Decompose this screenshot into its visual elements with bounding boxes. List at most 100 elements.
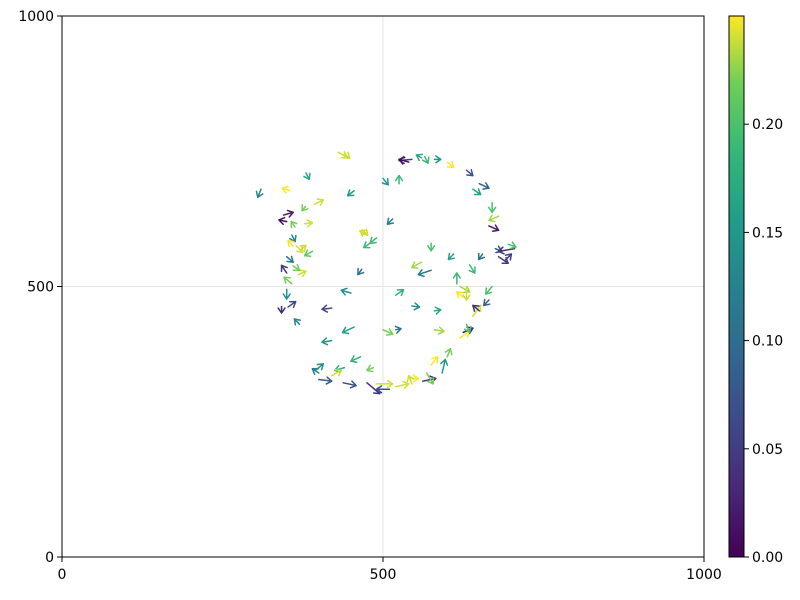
arrow bbox=[488, 214, 500, 223]
arrow bbox=[287, 239, 295, 248]
arrow bbox=[330, 369, 343, 377]
arrow bbox=[280, 264, 288, 274]
arrow bbox=[411, 302, 421, 311]
colorbar-tick-label: 0.20 bbox=[752, 117, 783, 133]
y-tick-label: 1000 bbox=[18, 9, 54, 25]
arrow bbox=[406, 375, 415, 385]
arrow bbox=[463, 323, 472, 334]
arrow bbox=[421, 155, 430, 164]
arrow bbox=[425, 372, 435, 385]
arrow bbox=[472, 304, 481, 312]
arrow bbox=[375, 385, 391, 394]
colorbar-tick-label: 0.15 bbox=[752, 225, 783, 241]
arrow bbox=[472, 304, 482, 318]
arrow bbox=[382, 328, 394, 336]
arrow bbox=[411, 261, 423, 269]
arrow bbox=[433, 306, 442, 315]
arrow bbox=[478, 182, 490, 190]
colorbar: 0.00 0.05 0.10 0.15 0.20 bbox=[728, 15, 783, 566]
arrow bbox=[488, 224, 500, 233]
arrow bbox=[303, 172, 311, 181]
arrow bbox=[375, 379, 394, 389]
arrow bbox=[292, 263, 301, 272]
arrow bbox=[290, 220, 298, 229]
arrow bbox=[283, 276, 293, 285]
arrow bbox=[278, 216, 288, 226]
arrow bbox=[369, 236, 378, 244]
arrow bbox=[444, 347, 453, 358]
arrow bbox=[497, 246, 516, 255]
arrow bbox=[289, 234, 297, 243]
arrow bbox=[359, 229, 369, 237]
arrow bbox=[277, 305, 286, 314]
arrow bbox=[452, 272, 461, 285]
arrow bbox=[318, 376, 333, 385]
arrow bbox=[341, 326, 355, 335]
arrow bbox=[477, 252, 486, 261]
arrow bbox=[488, 201, 497, 214]
arrow bbox=[366, 364, 375, 373]
x-tick-label: 1000 bbox=[686, 567, 722, 583]
arrow bbox=[394, 325, 402, 334]
y-tick-label: 0 bbox=[45, 550, 54, 566]
arrow bbox=[340, 287, 352, 296]
arrow bbox=[507, 241, 517, 250]
arrow bbox=[313, 198, 325, 206]
arrow bbox=[321, 337, 333, 346]
arrow bbox=[281, 185, 291, 194]
arrow bbox=[447, 252, 456, 261]
arrow bbox=[394, 174, 404, 185]
arrow bbox=[386, 217, 395, 226]
arrow bbox=[381, 177, 389, 186]
arrow bbox=[472, 188, 482, 196]
arrow-field bbox=[255, 151, 517, 395]
colorbar-tick-label: 0.05 bbox=[752, 442, 783, 458]
arrow bbox=[342, 151, 351, 160]
arrow bbox=[303, 249, 314, 257]
y-tick-label: 500 bbox=[27, 280, 54, 296]
arrow bbox=[446, 160, 455, 169]
arrow bbox=[299, 244, 307, 252]
arrow bbox=[362, 241, 371, 249]
arrow bbox=[395, 380, 410, 389]
arrow bbox=[462, 285, 471, 301]
arrow bbox=[433, 326, 445, 335]
arrow bbox=[293, 318, 302, 326]
arrow bbox=[468, 264, 476, 274]
arrow bbox=[459, 285, 471, 294]
arrow bbox=[433, 155, 442, 164]
arrow bbox=[440, 358, 449, 374]
arrow bbox=[321, 304, 333, 313]
arrow bbox=[357, 267, 365, 276]
arrow bbox=[282, 209, 294, 218]
arrow bbox=[504, 253, 513, 262]
arrow bbox=[465, 169, 474, 177]
colorbar-gradient bbox=[728, 15, 745, 558]
colorbar-tick-label: 0.00 bbox=[752, 550, 783, 566]
arrow bbox=[285, 255, 294, 263]
arrow bbox=[395, 288, 405, 297]
arrow bbox=[427, 242, 436, 252]
arrow bbox=[314, 363, 325, 372]
arrow bbox=[301, 204, 309, 212]
x-axis: 0 500 1000 bbox=[58, 557, 722, 583]
arrow bbox=[282, 288, 291, 300]
arrow bbox=[297, 269, 307, 278]
arrow bbox=[430, 356, 439, 366]
x-tick-label: 500 bbox=[370, 567, 397, 583]
arrow bbox=[346, 189, 355, 197]
x-tick-label: 0 bbox=[58, 567, 67, 583]
arrow bbox=[255, 188, 264, 198]
arrow bbox=[303, 219, 314, 228]
colorbar-ticks: 0.00 0.05 0.10 0.15 0.20 bbox=[744, 117, 783, 566]
arrow bbox=[350, 355, 362, 363]
y-axis: 0 500 1000 bbox=[18, 9, 62, 566]
arrow bbox=[484, 285, 493, 295]
arrow bbox=[415, 153, 424, 162]
arrow bbox=[456, 291, 464, 299]
arrow bbox=[287, 300, 297, 309]
colorbar-tick-label: 0.10 bbox=[752, 334, 783, 350]
arrow bbox=[398, 156, 410, 165]
grid-lines bbox=[62, 16, 704, 557]
